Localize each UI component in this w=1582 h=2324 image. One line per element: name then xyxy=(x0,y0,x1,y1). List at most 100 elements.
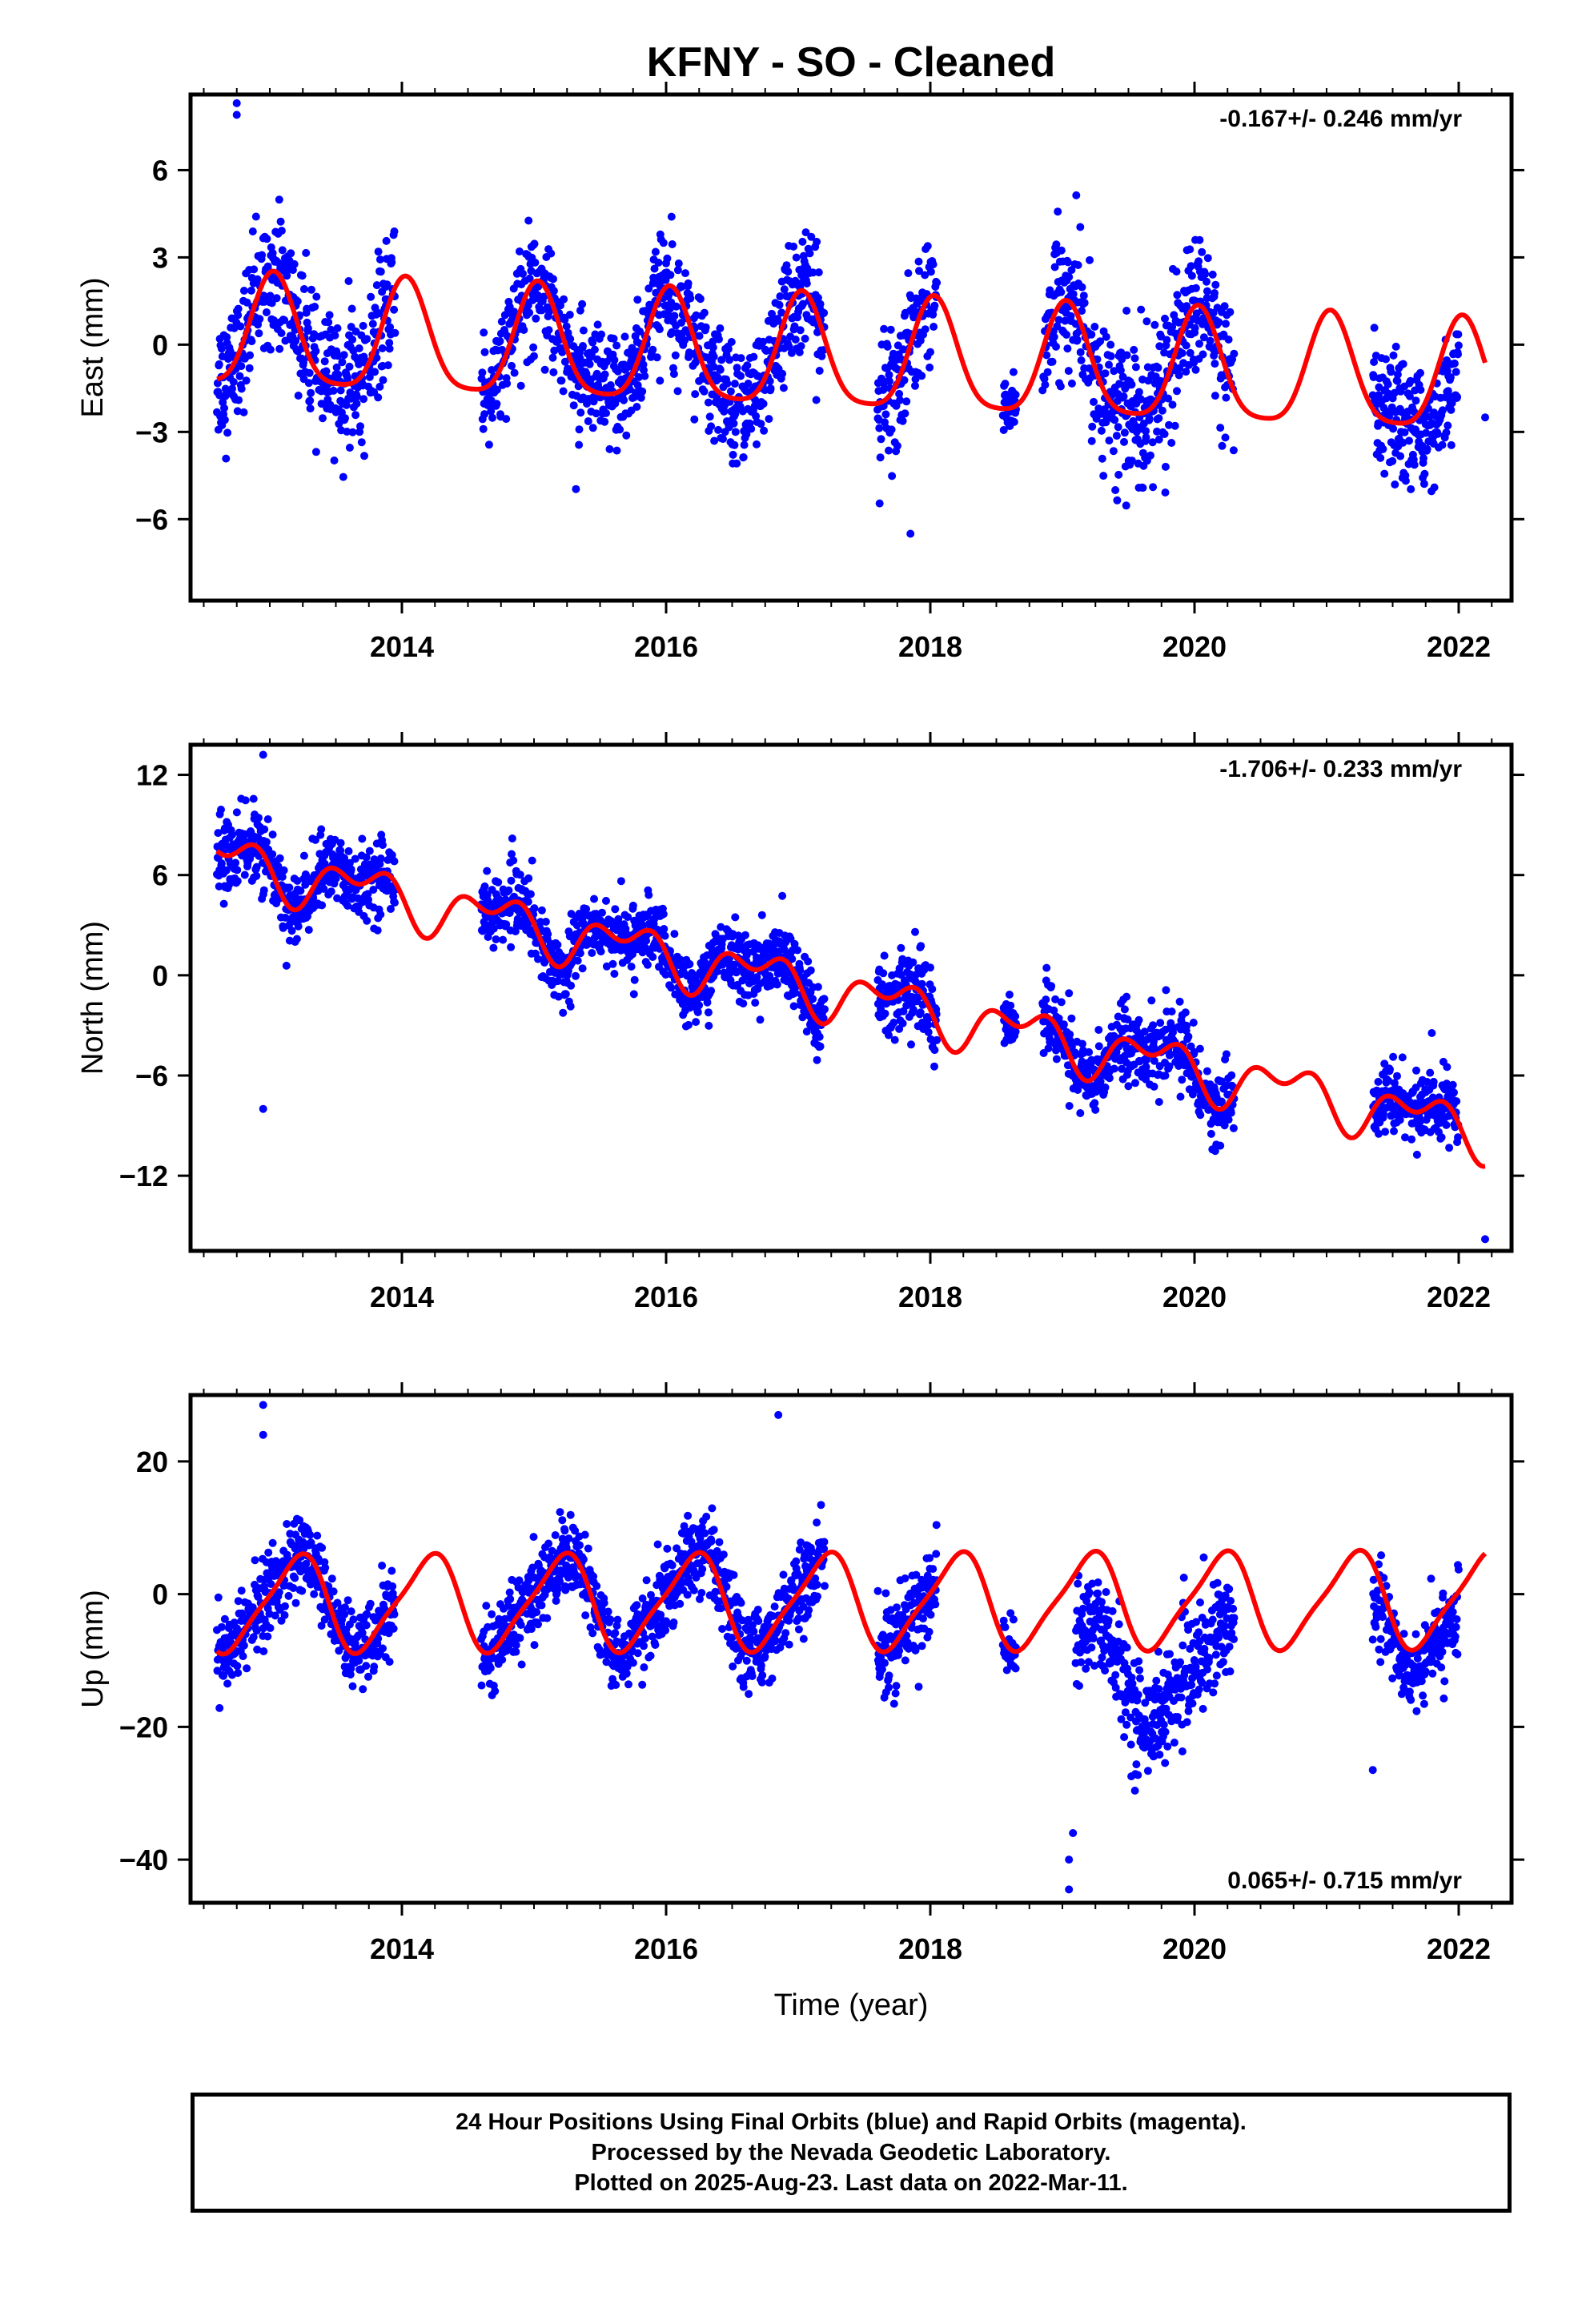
data-point xyxy=(1182,341,1191,350)
data-point xyxy=(1226,308,1235,316)
data-point xyxy=(549,287,558,296)
data-point xyxy=(1073,336,1082,344)
data-point xyxy=(1386,1065,1394,1074)
data-point xyxy=(222,389,231,398)
data-point xyxy=(544,326,553,335)
data-point xyxy=(1067,1014,1076,1023)
data-point xyxy=(790,322,799,331)
data-point xyxy=(390,857,399,866)
data-point xyxy=(347,1607,355,1616)
data-point xyxy=(725,356,734,364)
data-point xyxy=(1011,390,1020,399)
data-point xyxy=(1191,365,1200,374)
data-point xyxy=(880,324,889,333)
data-point xyxy=(1150,320,1159,329)
data-point xyxy=(1137,305,1146,314)
data-point xyxy=(1098,454,1106,463)
data-point xyxy=(1211,360,1219,368)
y-tick-label: 6 xyxy=(152,859,168,892)
data-point xyxy=(820,995,829,1003)
data-point xyxy=(534,1620,542,1629)
data-point xyxy=(582,905,591,913)
data-point xyxy=(1198,247,1207,256)
data-point xyxy=(270,316,278,324)
data-point xyxy=(713,967,721,976)
data-point xyxy=(1433,429,1442,438)
data-point xyxy=(1445,1144,1454,1152)
data-point xyxy=(1142,433,1150,442)
data-point xyxy=(1087,436,1096,445)
data-point xyxy=(1167,1007,1176,1016)
data-point xyxy=(477,1681,486,1690)
data-point xyxy=(345,444,354,452)
data-point xyxy=(1222,320,1230,328)
data-point xyxy=(341,1603,349,1612)
data-point xyxy=(1379,444,1387,453)
data-point xyxy=(571,1526,580,1535)
data-point xyxy=(543,1614,552,1622)
data-point xyxy=(913,300,921,308)
data-point xyxy=(608,959,617,968)
data-point xyxy=(248,227,257,235)
data-point xyxy=(616,877,625,886)
data-point xyxy=(753,973,761,982)
data-point xyxy=(289,1584,298,1592)
data-point xyxy=(219,1671,228,1680)
data-point xyxy=(917,979,926,988)
data-point xyxy=(1011,1012,1020,1020)
data-point xyxy=(691,390,700,399)
data-point xyxy=(579,326,588,335)
data-point xyxy=(306,396,315,405)
data-point xyxy=(1161,1072,1170,1080)
data-point xyxy=(1154,1098,1163,1106)
data-point xyxy=(1123,1015,1132,1023)
data-point xyxy=(1443,421,1452,430)
data-point xyxy=(1160,430,1169,438)
data-point xyxy=(528,856,536,865)
data-point xyxy=(1051,995,1060,1003)
data-point xyxy=(215,360,223,368)
data-point xyxy=(1065,272,1074,281)
data-point xyxy=(578,300,587,308)
data-point xyxy=(497,317,506,326)
data-point xyxy=(798,237,807,246)
data-point xyxy=(228,830,236,839)
data-point xyxy=(333,324,342,332)
data-point xyxy=(1072,191,1081,199)
data-point xyxy=(695,1001,704,1010)
data-point xyxy=(1061,316,1070,325)
data-point xyxy=(690,415,699,424)
data-point xyxy=(480,348,489,356)
data-point xyxy=(807,232,816,241)
data-point xyxy=(1122,307,1131,315)
data-point xyxy=(544,930,552,939)
data-point xyxy=(933,1035,942,1044)
data-point xyxy=(1130,345,1138,354)
data-point xyxy=(358,834,367,843)
data-point xyxy=(515,1576,524,1585)
data-point xyxy=(242,376,251,385)
data-point xyxy=(1042,995,1050,1004)
data-point xyxy=(896,396,904,404)
data-point xyxy=(815,1032,824,1041)
data-point xyxy=(681,336,689,344)
data-point xyxy=(1096,1077,1105,1086)
data-point xyxy=(530,239,539,248)
data-point xyxy=(222,454,231,463)
data-point xyxy=(1208,270,1217,279)
data-point xyxy=(509,856,518,865)
data-point xyxy=(379,841,387,850)
data-point xyxy=(1001,380,1010,388)
data-point xyxy=(1165,1062,1174,1071)
data-point xyxy=(530,1641,539,1650)
data-point xyxy=(355,1656,363,1665)
data-point xyxy=(1374,1077,1383,1086)
data-point xyxy=(1106,352,1115,360)
data-point xyxy=(1050,332,1058,341)
data-point xyxy=(757,911,766,919)
data-point xyxy=(255,814,263,822)
data-point xyxy=(239,1641,248,1650)
data-point xyxy=(1048,357,1057,366)
